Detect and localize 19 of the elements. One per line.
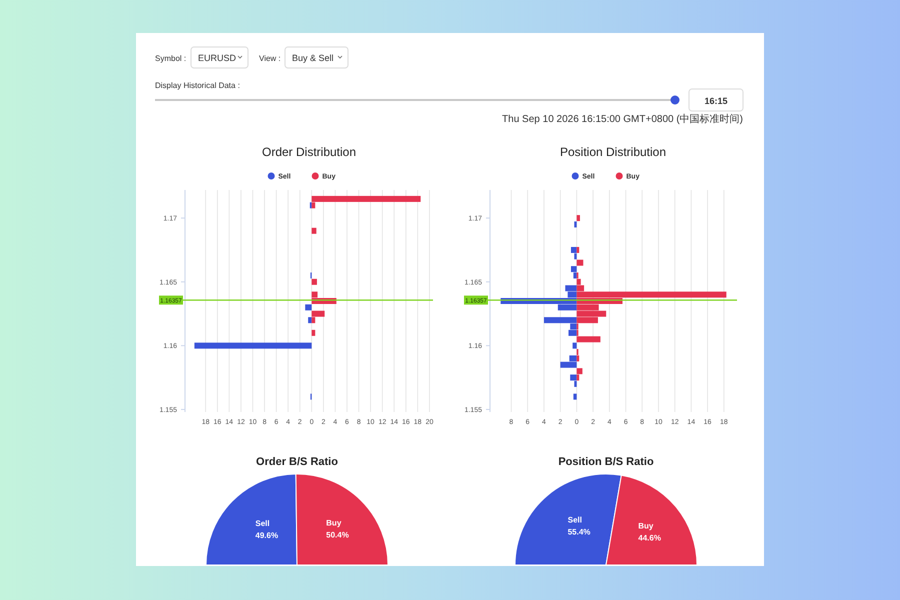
text: View : <box>259 54 281 63</box>
slice-label: Sell <box>255 518 270 528</box>
slice-label: Buy <box>638 522 654 531</box>
chart-title: Position B/S Ratio <box>558 456 654 468</box>
text: Thu Sep 10 2026 16:15:00 GMT+0800 (中国标准时间) <box>502 113 743 125</box>
text: Symbol : <box>155 54 186 63</box>
data-label: 50.4% <box>326 530 349 540</box>
text: EURUSD <box>198 53 237 63</box>
slice-label: Buy <box>326 518 342 528</box>
chart-title: Order B/S Ratio <box>256 456 338 468</box>
text: 16:15 <box>704 96 728 106</box>
data-label: 44.6% <box>638 534 661 543</box>
data-label: 49.6% <box>255 530 278 540</box>
chart-title: Position Distribution <box>560 145 666 159</box>
text: Buy & Sell <box>292 53 334 63</box>
text: Display Historical Data : <box>155 81 240 90</box>
data-label: 55.4% <box>568 528 590 537</box>
chart-title: Order Distribution <box>262 145 356 159</box>
slice-label: Sell <box>568 516 582 525</box>
